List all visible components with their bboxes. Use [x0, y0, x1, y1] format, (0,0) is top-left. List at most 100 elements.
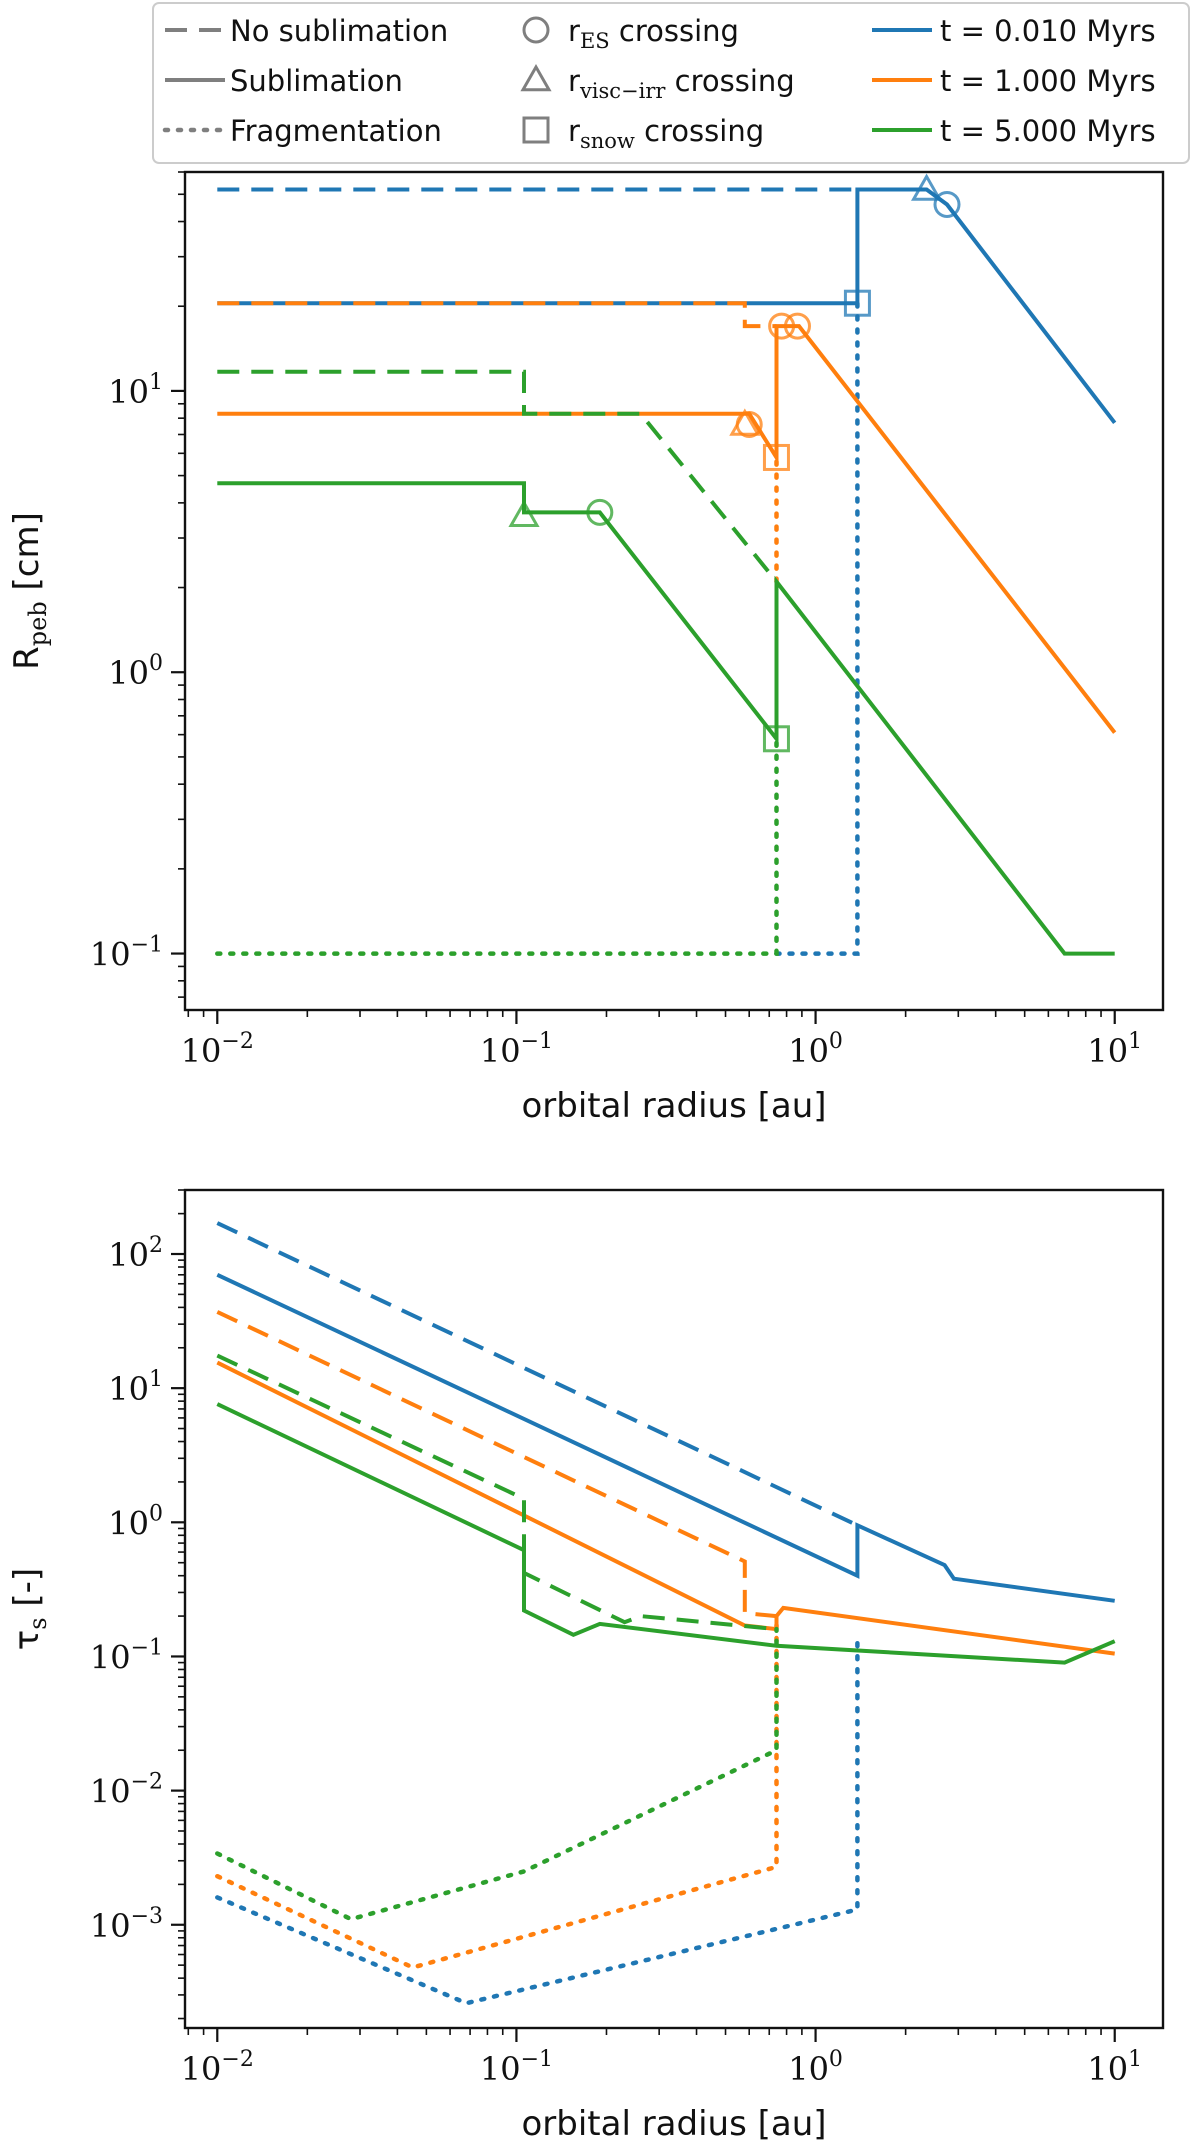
legend-label: Sublimation	[230, 64, 403, 98]
x-tick-label: 10−1	[480, 2047, 553, 2088]
x-axis-label: orbital radius [au]	[521, 1086, 826, 1126]
series-line	[217, 301, 777, 329]
tick-exponent: 1	[149, 370, 163, 395]
y-tick-label: 100	[108, 1501, 163, 1542]
series-line	[217, 369, 779, 583]
x-tick-label: 100	[788, 1029, 843, 1070]
legend-label: Fragmentation	[230, 114, 442, 148]
y-tick-label: 102	[108, 1233, 163, 1274]
y-label-symbol: τ	[7, 1630, 47, 1650]
tick-exponent: −3	[131, 1904, 163, 1929]
tick-base: 10	[90, 936, 131, 974]
series-line	[217, 324, 1117, 734]
series-group	[215, 1221, 1116, 2006]
series-line	[774, 300, 860, 956]
tick-base: 10	[108, 654, 149, 692]
tick-exponent: 0	[149, 1501, 163, 1526]
x-tick-label: 10−1	[480, 1029, 553, 1070]
y-tick-label: 10−3	[90, 1904, 163, 1945]
tick-base: 10	[90, 1638, 131, 1676]
triangle-marker	[508, 499, 540, 527]
tick-base: 10	[90, 1773, 131, 1811]
series-line	[215, 1626, 779, 1922]
legend-frame	[152, 2, 1190, 164]
legend-triangle-icon	[520, 63, 552, 92]
tick-base: 10	[788, 1032, 829, 1070]
y-tick-label: 10−1	[90, 933, 163, 974]
tick-exponent: 0	[829, 1029, 843, 1054]
tick-exponent: −1	[521, 1029, 553, 1054]
series-line	[215, 1634, 860, 2006]
circle-marker	[768, 312, 796, 340]
circle-marker	[735, 410, 763, 438]
legend-subscript: snow	[580, 129, 635, 153]
square-marker	[843, 289, 871, 317]
tick-base: 10	[108, 1236, 149, 1274]
tick-base: 10	[480, 1032, 521, 1070]
y-axis-label: τs [-]	[7, 1568, 52, 1650]
tick-base: 10	[1087, 2050, 1128, 2088]
legend-subscript: ES	[580, 29, 610, 53]
legend-label: rES crossing	[568, 14, 739, 53]
tick-exponent: 0	[149, 651, 163, 676]
y-tick-label: 101	[108, 1367, 163, 1408]
tick-base: 10	[181, 2050, 222, 2088]
y-label-subscript: s	[24, 1617, 52, 1629]
circle-marker	[783, 312, 811, 340]
plot-frame	[183, 1188, 1165, 2030]
tick-exponent: 1	[1128, 1029, 1142, 1054]
tick-base: 10	[108, 373, 149, 411]
legend-square-icon	[522, 116, 550, 144]
x-tick-label: 10−2	[181, 1029, 254, 1070]
tick-base: 10	[1087, 1032, 1128, 1070]
series-line	[216, 1353, 777, 1632]
series-line	[217, 481, 1115, 956]
legend-circle-icon	[522, 16, 550, 44]
tick-base: 10	[90, 1907, 131, 1945]
series-line	[216, 1221, 859, 1528]
series-line	[216, 1310, 777, 1619]
tick-exponent: −1	[131, 933, 163, 958]
legend-symbol: r	[568, 114, 580, 148]
legend-symbol: r	[568, 64, 580, 98]
tick-base: 10	[108, 1370, 149, 1408]
series-line	[215, 736, 779, 956]
legend-label: rvisc−irr crossing	[568, 64, 795, 103]
tick-exponent: 0	[829, 2047, 843, 2072]
y-label-subscript: peb	[24, 601, 52, 646]
legend-label: t = 0.010 Myrs	[940, 14, 1156, 48]
y-label-unit: [cm]	[7, 512, 47, 601]
x-tick-label: 101	[1087, 1029, 1142, 1070]
tick-base: 10	[480, 2050, 521, 2088]
y-tick-label: 10−1	[90, 1635, 163, 1676]
tick-exponent: 1	[1128, 2047, 1142, 2072]
tick-base: 10	[788, 2050, 829, 2088]
legend-suffix: crossing	[635, 114, 764, 148]
series-line	[217, 187, 1117, 425]
tick-exponent: 1	[149, 1367, 163, 1392]
square-marker	[762, 443, 790, 471]
series-line	[216, 1360, 1115, 1656]
legend-symbol: r	[568, 14, 580, 48]
legend-suffix: crossing	[610, 14, 739, 48]
y-tick-label: 101	[108, 370, 163, 411]
legend-label: t = 1.000 Myrs	[940, 64, 1156, 98]
x-tick-label: 100	[788, 2047, 843, 2088]
tick-exponent: −2	[221, 2047, 253, 2072]
legend-label: rsnow crossing	[568, 114, 764, 153]
square-marker	[762, 725, 790, 753]
x-tick-label: 101	[1087, 2047, 1142, 2088]
legend-label: t = 5.000 Myrs	[940, 114, 1156, 148]
y-tick-label: 100	[108, 651, 163, 692]
series-group	[215, 173, 1117, 956]
tick-exponent: 2	[149, 1233, 163, 1258]
x-tick-label: 10−2	[181, 2047, 254, 2088]
y-label-unit: [-]	[7, 1568, 47, 1618]
legend: No sublimationSublimationFragmentationrE…	[152, 2, 1190, 164]
legend-subscript: visc−irr	[579, 79, 666, 103]
tick-exponent: −2	[131, 1770, 163, 1795]
y-tick-label: 10−2	[90, 1770, 163, 1811]
